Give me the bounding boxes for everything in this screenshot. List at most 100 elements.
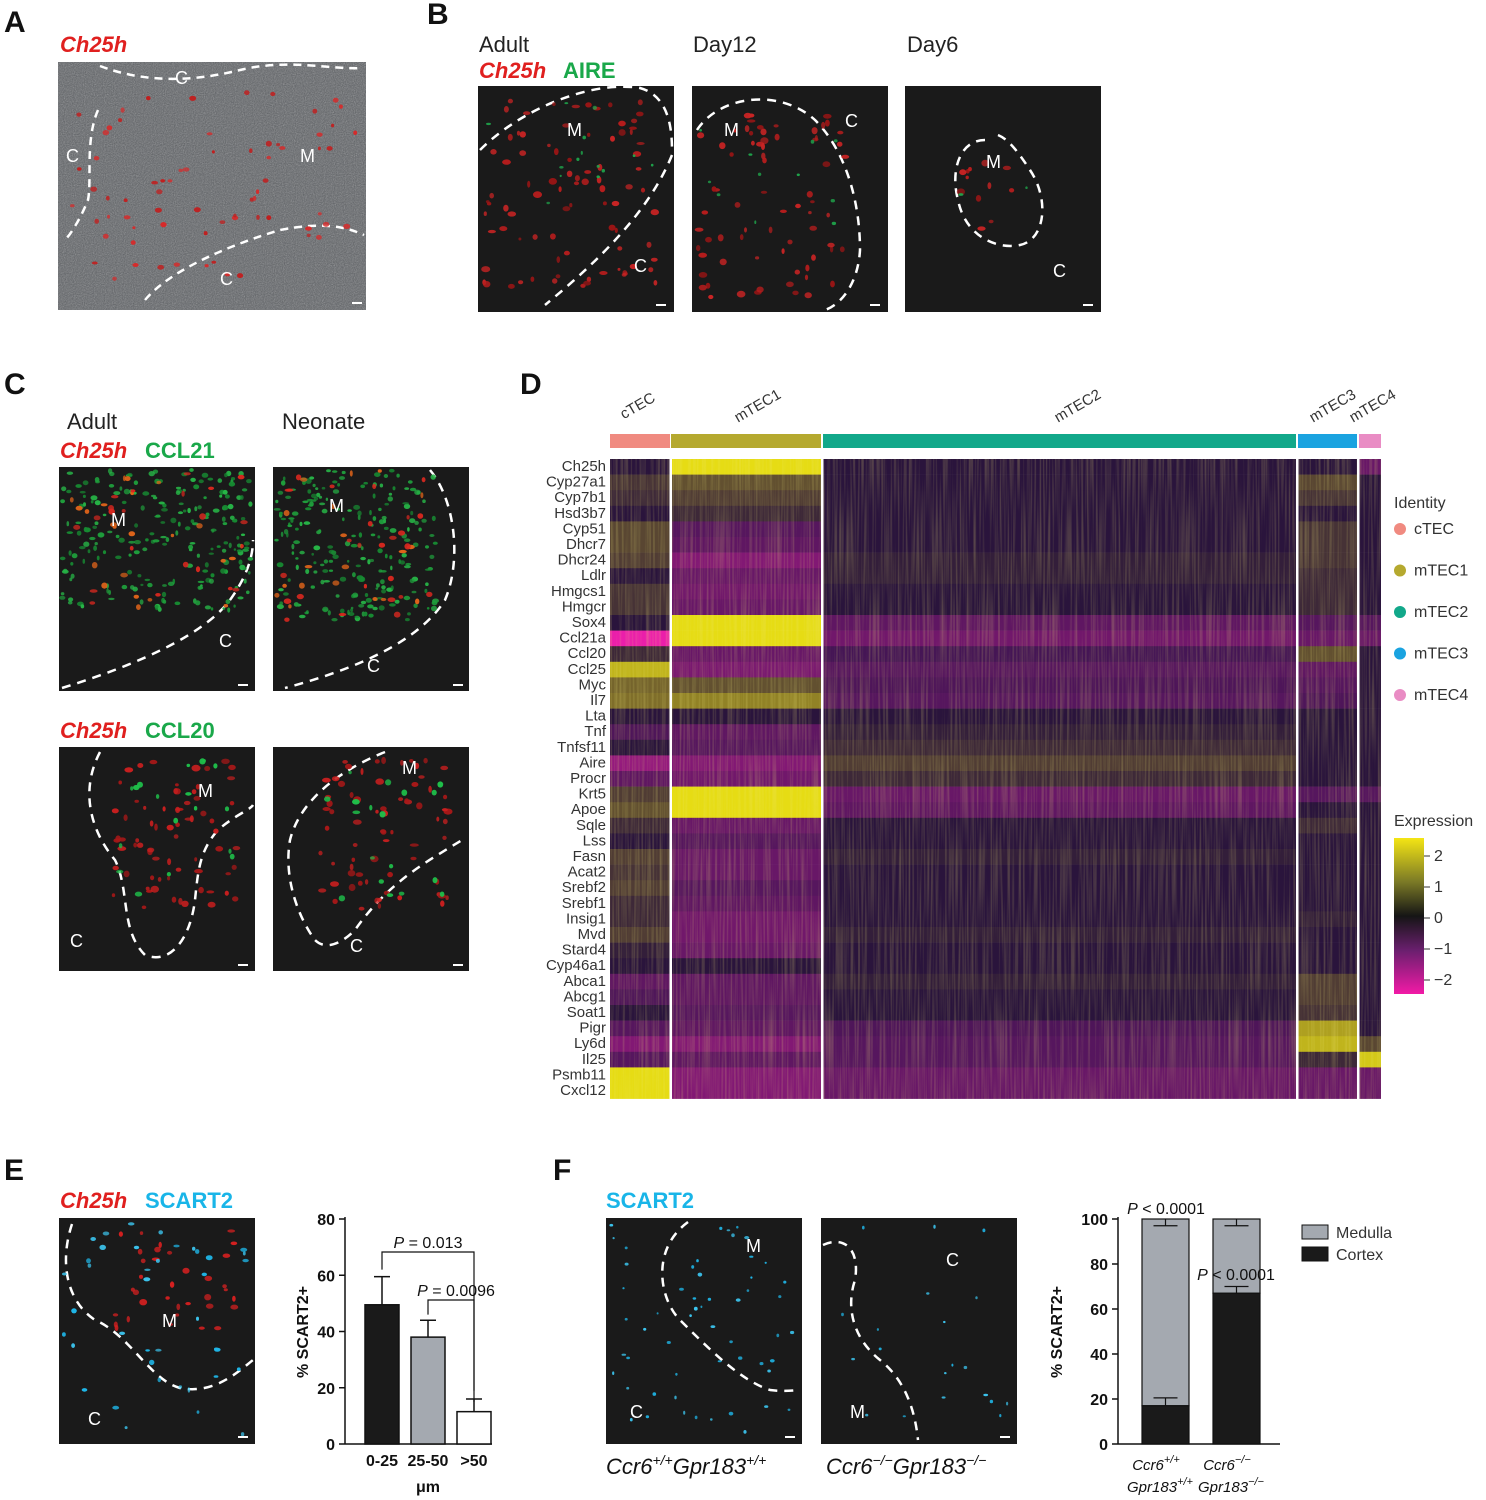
- header-adult: Adult: [67, 409, 117, 434]
- gene-label: Procr: [570, 770, 606, 787]
- gene-label: Cyp7b1: [554, 489, 606, 506]
- gene-label: Psmb11: [552, 1066, 606, 1083]
- legend-swatch: [1394, 606, 1406, 618]
- region-label: M: [111, 510, 126, 530]
- gene-label: Apoe: [571, 801, 606, 818]
- panel-f-image-ko: [821, 1218, 1017, 1444]
- cluster-bar-segment: [823, 434, 1296, 448]
- region-label: C: [70, 931, 83, 951]
- y-tick-label: 80: [317, 1212, 335, 1229]
- region-label: M: [986, 152, 1001, 172]
- gene-label: Ccl20: [568, 645, 606, 662]
- gene-label: Aire: [579, 754, 606, 771]
- stain-red-label: Ch25h: [479, 58, 546, 83]
- gene-label: Fasn: [573, 848, 606, 865]
- panel-c-image-neonate-ccl21: [273, 467, 469, 691]
- expression-tick: −1: [1434, 941, 1452, 958]
- stain-cyan-label: SCART2: [145, 1188, 233, 1213]
- p-value-annotation: P < 0.0001: [1197, 1267, 1275, 1284]
- y-tick-label: 0: [326, 1437, 335, 1454]
- panel-label-a: A: [4, 6, 26, 39]
- y-tick-label: 20: [317, 1381, 335, 1398]
- panel-a-title: Ch25h: [60, 32, 127, 57]
- cluster-bar-segment: [671, 434, 821, 448]
- region-label: M: [724, 120, 739, 140]
- gene-label: Hsd3b7: [554, 505, 606, 522]
- x-tick-label: 25-50: [408, 1453, 449, 1470]
- gene-label: Ch25h: [562, 458, 606, 475]
- panel-e-image: [59, 1218, 255, 1444]
- gene-label: Il25: [582, 1051, 606, 1068]
- bar: [456, 1410, 492, 1445]
- y-tick-label: 60: [1090, 1302, 1108, 1319]
- y-tick-label: 0: [1099, 1437, 1108, 1454]
- legend-entry: mTEC2: [1414, 604, 1468, 621]
- cluster-label: mTEC1: [731, 386, 784, 426]
- y-tick-label: 60: [317, 1268, 335, 1285]
- gene-label: Dhcr24: [558, 552, 606, 569]
- gene-label: Ly6d: [574, 1035, 606, 1052]
- gene-label: Cyp46a1: [546, 957, 606, 974]
- gene-label: Krt5: [578, 786, 606, 803]
- expression-tick: 0: [1434, 910, 1443, 927]
- region-label: C: [367, 656, 380, 676]
- gene-label: Pigr: [579, 1020, 606, 1037]
- region-label: C: [220, 269, 233, 289]
- panel-c-image-adult-ccl21: [59, 467, 255, 691]
- cluster-label: cTEC: [617, 389, 658, 423]
- stain-red-label: Ch25h: [60, 1188, 127, 1213]
- region-label: C: [175, 68, 188, 88]
- p-value-annotation: P = 0.0096: [417, 1283, 495, 1300]
- stain-cyan-label: SCART2: [606, 1188, 694, 1213]
- y-axis-label: % SCART2+: [295, 1286, 312, 1378]
- legend-swatch: [1394, 564, 1406, 577]
- x-tick-label: Ccr6+/+: [1132, 1454, 1180, 1474]
- x-tick-label: Gpr183−/−: [1198, 1476, 1265, 1496]
- legend-entry: mTEC3: [1414, 646, 1468, 663]
- bar-cortex: [1212, 1292, 1261, 1445]
- region-label: C: [946, 1250, 959, 1270]
- legend-swatch: [1394, 523, 1406, 535]
- legend-entry: mTEC4: [1414, 687, 1468, 704]
- stain-green-label: AIRE: [563, 58, 616, 83]
- gene-label: Soat1: [567, 1004, 606, 1021]
- legend-swatch: [1301, 1224, 1329, 1240]
- panel-c-image-adult-ccl20: [59, 747, 255, 971]
- p-value-annotation: P < 0.0001: [1127, 1201, 1205, 1218]
- gene-label: Myc: [579, 676, 607, 693]
- expression-tick: −2: [1434, 972, 1452, 989]
- legend-swatch: [1394, 689, 1406, 701]
- panel-b-image-adult: [478, 85, 674, 312]
- region-label: C: [88, 1409, 101, 1429]
- region-label: M: [567, 120, 582, 140]
- cluster-bar-segment: [1359, 434, 1381, 448]
- region-label: M: [300, 146, 315, 166]
- y-axis-label: % SCART2+: [1049, 1286, 1066, 1378]
- y-tick-label: 80: [1090, 1257, 1108, 1274]
- region-label: M: [162, 1311, 177, 1331]
- genotype-ko-label: Ccr6−/−Gpr183−/−: [826, 1452, 986, 1479]
- y-tick-label: 100: [1081, 1212, 1108, 1229]
- gene-label: Tnf: [584, 723, 607, 740]
- legend-entry: mTEC1: [1414, 563, 1468, 580]
- panel-f-image-wt: [606, 1218, 802, 1444]
- header-day6: Day6: [907, 32, 958, 57]
- bar: [364, 1304, 400, 1445]
- panel-a-image: [58, 62, 366, 310]
- region-label: M: [746, 1236, 761, 1256]
- region-label: M: [402, 758, 417, 778]
- bar-cortex: [1141, 1405, 1190, 1445]
- gene-label: Sqle: [576, 817, 606, 834]
- cluster-bar-segment: [610, 434, 670, 448]
- region-label: C: [1053, 261, 1066, 281]
- region-label: C: [634, 256, 647, 276]
- gene-label: Insig1: [566, 910, 606, 927]
- panel-b-image-day12: [692, 86, 888, 312]
- heatmap: [610, 457, 1381, 1101]
- panel-c-image-neonate-ccl20: [273, 747, 469, 971]
- y-tick-label: 40: [317, 1325, 335, 1342]
- legend-entry: Cortex: [1336, 1247, 1383, 1264]
- gene-label: Abcg1: [563, 988, 606, 1005]
- expression-tick: 1: [1434, 879, 1443, 896]
